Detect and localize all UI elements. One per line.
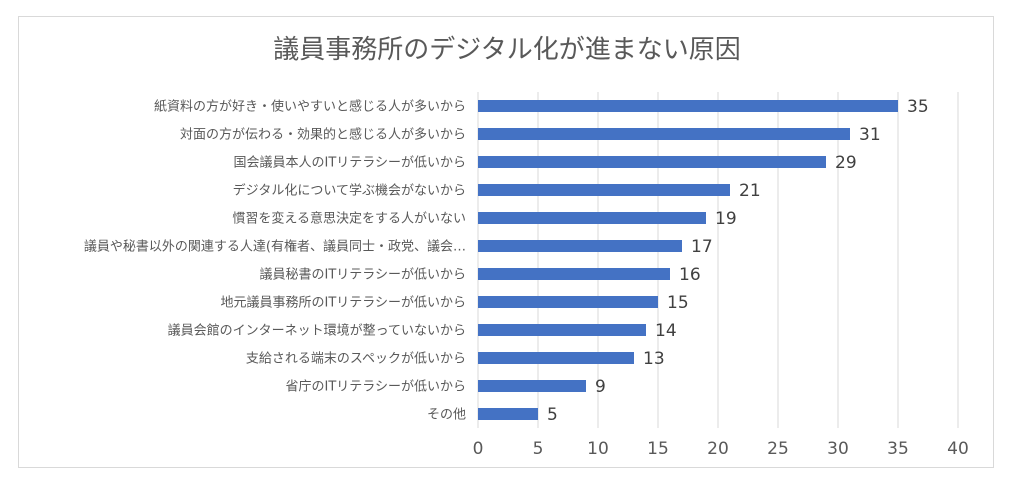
x-tick-label: 15: [647, 439, 669, 459]
bar: [478, 184, 730, 196]
data-label: 29: [835, 153, 857, 173]
data-label: 21: [739, 181, 761, 201]
category-label: 議員秘書のITリテラシーが低いから: [259, 268, 466, 283]
bar: [478, 156, 826, 168]
bars: [478, 100, 898, 420]
category-label: 省庁のITリテラシーが低いから: [285, 380, 466, 395]
x-axis-ticks: 0 5 10 15 20 25 30 35 40: [473, 439, 969, 459]
category-label: 支給される端末のスペックが低いから: [246, 352, 466, 367]
data-label: 31: [859, 125, 881, 145]
data-label: 14: [655, 321, 677, 341]
category-label: 慣習を変える意思決定をする人がいない: [232, 211, 466, 227]
bar: [478, 128, 850, 140]
data-label: 5: [547, 405, 558, 425]
data-label: 19: [715, 209, 737, 229]
data-label: 15: [667, 293, 689, 313]
bar: [478, 240, 682, 252]
x-tick-label: 0: [473, 439, 484, 459]
category-label: デジタル化について学ぶ機会がないから: [233, 183, 466, 199]
chart-title: 議員事務所のデジタル化が進まない原因: [273, 35, 740, 65]
x-tick-label: 40: [947, 439, 969, 459]
gridlines: [477, 92, 959, 428]
data-label: 13: [643, 349, 665, 369]
bar: [478, 380, 586, 392]
x-tick-label: 30: [827, 439, 849, 459]
bar: [478, 296, 658, 308]
bar: [478, 212, 706, 224]
category-label: 国会議員本人のITリテラシーが低いから: [233, 156, 466, 171]
category-label: その他: [427, 408, 466, 423]
category-label: 紙資料の方が好き・使いやすいと感じる人が多いから: [154, 99, 466, 115]
category-labels: 紙資料の方が好き・使いやすいと感じる人が多いから対面の方が伝わる・効果的と感じる…: [84, 99, 466, 423]
x-tick-label: 35: [887, 439, 909, 459]
data-label: 16: [679, 265, 701, 285]
category-label: 地元議員事務所のITリテラシーが低いから: [220, 296, 466, 311]
data-label: 17: [691, 237, 713, 257]
x-tick-label: 5: [533, 439, 544, 459]
x-tick-label: 10: [587, 439, 609, 459]
data-label: 9: [595, 377, 606, 397]
bar: [478, 100, 898, 112]
category-label: 議員や秘書以外の関連する人達(有権者、議員同士・政党、議会…: [84, 239, 466, 255]
bar: [478, 408, 538, 420]
category-label: 議員会館のインターネット環境が整っていないから: [168, 324, 466, 339]
x-tick-label: 25: [767, 439, 789, 459]
bar: [478, 324, 646, 336]
category-label: 対面の方が伝わる・効果的と感じる人が多いから: [180, 127, 466, 143]
bar: [478, 268, 670, 280]
bar: [478, 352, 634, 364]
data-label: 35: [907, 97, 929, 117]
x-tick-label: 20: [707, 439, 729, 459]
